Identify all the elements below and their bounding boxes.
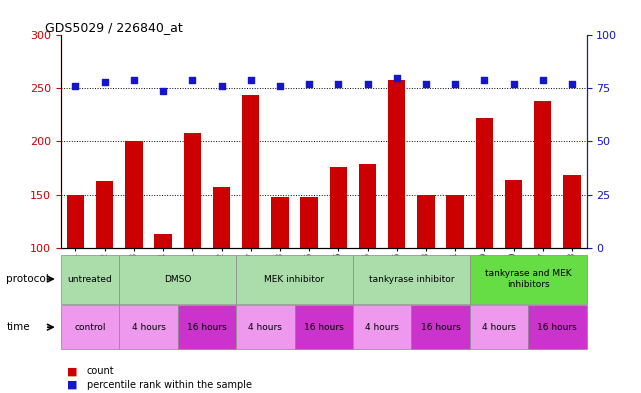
Bar <box>528 305 587 349</box>
Point <box>362 81 372 87</box>
Bar <box>412 305 470 349</box>
Bar <box>119 305 178 349</box>
Bar <box>470 255 587 303</box>
Text: 16 hours: 16 hours <box>420 323 460 332</box>
Bar <box>417 195 435 354</box>
Text: 16 hours: 16 hours <box>304 323 344 332</box>
Bar <box>504 180 522 354</box>
Bar <box>294 305 353 349</box>
Point <box>392 75 402 81</box>
Bar <box>271 196 288 354</box>
Text: time: time <box>6 322 30 332</box>
Bar <box>476 118 493 354</box>
Point <box>420 81 431 87</box>
Text: 4 hours: 4 hours <box>365 323 399 332</box>
Text: 16 hours: 16 hours <box>187 323 227 332</box>
Bar <box>446 195 464 354</box>
Point <box>304 81 314 87</box>
Point <box>479 77 490 83</box>
Text: GDS5029 / 226840_at: GDS5029 / 226840_at <box>45 21 183 34</box>
Point <box>333 81 344 87</box>
Bar <box>154 234 172 354</box>
Point <box>158 87 168 94</box>
Text: untreated: untreated <box>68 275 112 283</box>
Text: tankyrase inhibitor: tankyrase inhibitor <box>369 275 454 283</box>
Text: MEK inhibitor: MEK inhibitor <box>265 275 324 283</box>
Text: 16 hours: 16 hours <box>537 323 577 332</box>
Point <box>275 83 285 90</box>
Bar <box>470 305 528 349</box>
Text: ■: ■ <box>67 380 78 390</box>
Text: DMSO: DMSO <box>164 275 192 283</box>
Bar <box>359 164 376 354</box>
Point <box>508 81 519 87</box>
Bar <box>301 196 318 354</box>
Point <box>450 81 460 87</box>
Bar <box>61 305 119 349</box>
Bar <box>236 305 294 349</box>
Bar <box>563 175 581 354</box>
Bar <box>236 255 353 303</box>
Point <box>71 83 81 90</box>
Point <box>538 77 548 83</box>
Bar <box>353 305 412 349</box>
Point <box>99 79 110 85</box>
Bar <box>242 95 260 354</box>
Point <box>246 77 256 83</box>
Point <box>217 83 227 90</box>
Bar <box>67 195 84 354</box>
Bar <box>213 187 230 354</box>
Text: tankyrase and MEK
inhibitors: tankyrase and MEK inhibitors <box>485 269 571 289</box>
Bar <box>329 167 347 354</box>
Bar <box>353 255 470 303</box>
Bar <box>61 255 119 303</box>
Point <box>187 77 197 83</box>
Bar <box>183 133 201 354</box>
Bar <box>388 80 406 354</box>
Text: protocol: protocol <box>6 274 49 284</box>
Bar <box>534 101 551 354</box>
Point <box>129 77 139 83</box>
Bar <box>178 305 236 349</box>
Text: count: count <box>87 366 114 376</box>
Text: percentile rank within the sample: percentile rank within the sample <box>87 380 251 390</box>
Text: 4 hours: 4 hours <box>248 323 282 332</box>
Text: 4 hours: 4 hours <box>131 323 165 332</box>
Text: ■: ■ <box>67 366 78 376</box>
Bar <box>96 181 113 354</box>
Point <box>567 81 577 87</box>
Bar <box>125 141 143 354</box>
Text: control: control <box>74 323 106 332</box>
Bar <box>119 255 236 303</box>
Text: 4 hours: 4 hours <box>482 323 516 332</box>
